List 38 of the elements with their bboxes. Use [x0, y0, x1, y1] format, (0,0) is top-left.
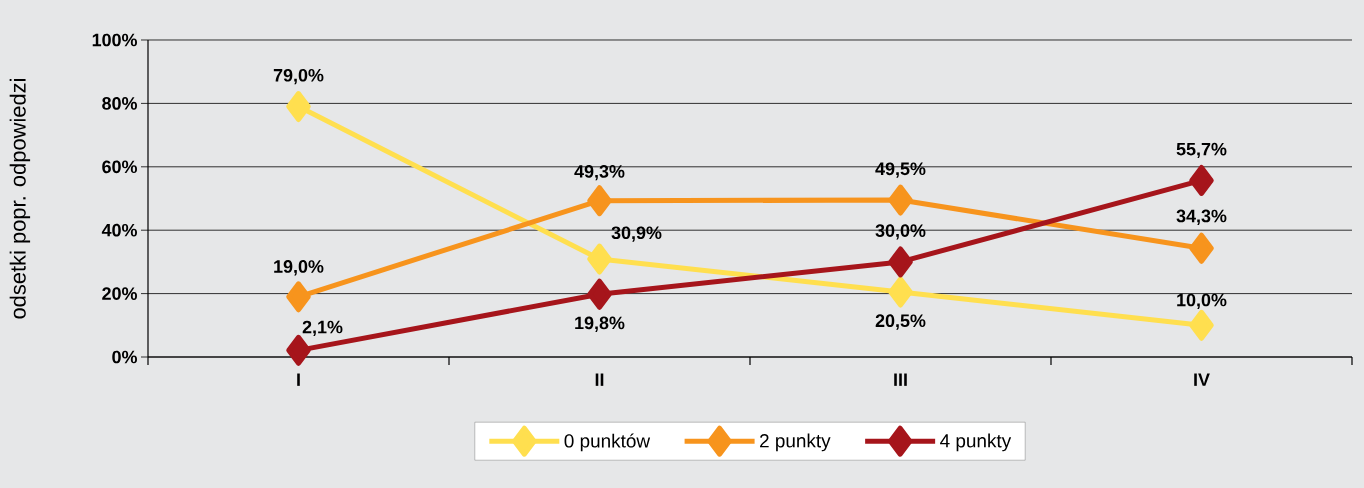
data-label: 30,9% — [611, 226, 662, 242]
data-label: 79,0% — [273, 68, 324, 85]
point — [1189, 309, 1214, 341]
point — [888, 246, 913, 278]
y-tick-label: 20% — [102, 287, 137, 300]
legend-label: 2 punkty — [760, 433, 831, 452]
data-label: 2,1% — [302, 320, 343, 336]
point — [286, 91, 311, 123]
legend-label: 0 punktów — [564, 433, 651, 452]
point — [587, 185, 612, 217]
data-label: 34,3% — [1176, 209, 1227, 225]
data-label: 10,0% — [1177, 293, 1227, 309]
x-tick-label: II — [595, 373, 604, 386]
data-label: 20,5% — [875, 314, 926, 330]
y-tick-label: 80% — [102, 97, 137, 110]
data-label: 19,0% — [274, 260, 324, 276]
legend-label: 4 punkty — [940, 433, 1012, 452]
data-label: 49,3% — [574, 165, 625, 181]
point — [286, 334, 311, 366]
data-label: 49,5% — [875, 162, 926, 178]
y-tick-label: 100% — [92, 33, 137, 47]
data-label: 19,8% — [575, 316, 625, 332]
point — [888, 184, 913, 216]
point — [1189, 164, 1214, 196]
x-tick-label: I — [297, 373, 300, 386]
point — [286, 281, 311, 313]
y-tick-label: 60% — [102, 160, 137, 174]
y-tick-label: 40% — [101, 223, 137, 237]
point — [1189, 232, 1214, 264]
point — [587, 278, 612, 310]
point — [587, 243, 612, 275]
data-label: 55,7% — [1176, 142, 1227, 159]
data-label: 30,0% — [875, 224, 926, 240]
y-tick-label: 0% — [112, 350, 137, 364]
point — [888, 276, 913, 308]
x-tick-label: III — [894, 373, 907, 386]
y-axis-title: odsetki popr. odpowiedzi — [9, 78, 31, 319]
x-tick-label: IV — [1194, 373, 1210, 386]
